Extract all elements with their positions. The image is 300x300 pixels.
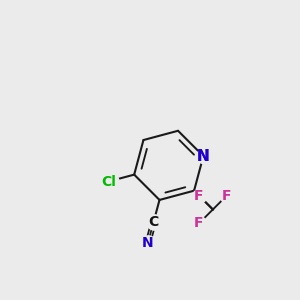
Text: F: F: [194, 189, 204, 202]
Text: N: N: [142, 236, 154, 250]
Text: Cl: Cl: [101, 175, 116, 188]
Text: F: F: [222, 189, 232, 202]
Text: F: F: [194, 216, 204, 230]
Text: N: N: [197, 148, 210, 164]
Text: N: N: [197, 148, 210, 164]
Text: C: C: [148, 215, 159, 229]
